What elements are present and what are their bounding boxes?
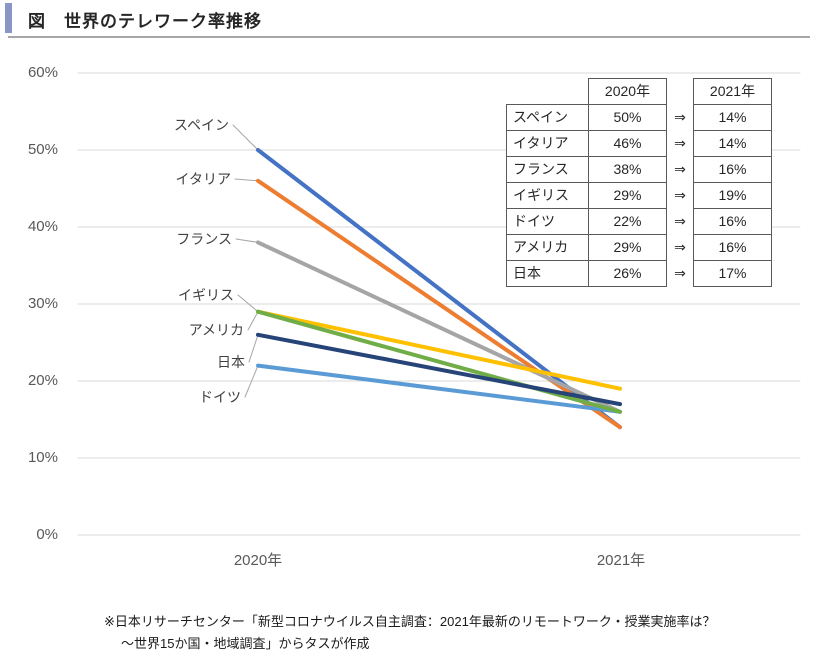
telework-rate-line-chart [77,72,801,536]
leader-line-uk [237,294,259,313]
y-axis-tick-40%: 40% [27,218,58,235]
value-2020-cell: 46% [588,130,667,157]
country-cell: アメリカ [506,234,589,261]
leader-line-usa [247,311,259,331]
title-accent-bar [5,3,12,33]
series-line-france [256,240,622,414]
series-line-usa [256,309,622,414]
series-label-italy: イタリア [175,171,231,187]
y-axis-tick-0%: 0% [36,526,58,543]
value-2021-cell: 14% [693,104,772,131]
value-2021-cell: 14% [693,130,772,157]
value-2020-cell: 26% [588,260,667,287]
arrow-icon: ⇒ [674,239,686,255]
series-line-italy [256,178,622,430]
x-axis-label-2020: 2020年 [233,552,283,569]
arrow-icon: ⇒ [674,109,686,125]
table-corner-cell [507,79,589,105]
value-2021-cell: 19% [693,182,772,209]
table-header-2020: 2020年 [588,78,667,105]
value-2021-cell: 16% [693,208,772,235]
table-row-spain: スペイン 50% ⇒ 14% [506,104,772,131]
table-row-japan: 日本 26% ⇒ 17% [506,260,772,287]
table-row-italy: イタリア 46% ⇒ 14% [506,130,772,157]
x-axis-label-2021: 2021年 [596,552,646,569]
series-label-japan: 日本 [217,354,245,370]
country-cell: 日本 [506,260,589,287]
arrow-icon: ⇒ [674,213,686,229]
y-axis-tick-30%: 30% [27,295,58,312]
y-axis-tick-20%: 20% [27,372,58,389]
series-line-spain [256,148,622,430]
series-label-uk: イギリス [178,287,234,303]
leader-line-japan [248,334,259,363]
country-cell: イギリス [506,182,589,209]
value-2020-cell: 22% [588,208,667,235]
value-2020-cell: 50% [588,104,667,131]
table-row-usa: アメリカ 29% ⇒ 16% [506,234,772,261]
series-label-france: フランス [176,231,232,247]
leader-line-france [235,238,259,243]
leader-line-spain [232,124,259,151]
y-axis-tick-10%: 10% [27,449,58,466]
table-header-2021: 2021年 [693,78,772,105]
series-line-uk [256,309,622,391]
series-label-usa: アメリカ [188,322,244,338]
arrow-icon: ⇒ [674,265,686,281]
value-2020-cell: 38% [588,156,667,183]
country-cell: イタリア [506,130,589,157]
title-divider [8,36,810,38]
value-2020-cell: 29% [588,234,667,261]
value-2021-cell: 16% [693,234,772,261]
arrow-icon: ⇒ [674,135,686,151]
table-header-arrow-gap [667,79,694,105]
country-cell: ドイツ [506,208,589,235]
country-rate-table: 2020年 2021年 スペイン 50% ⇒ 14% イタリア 46% ⇒ 14… [506,78,772,287]
series-label-germany: ドイツ [199,389,241,405]
y-axis-tick-60%: 60% [27,64,58,81]
series-label-spain: スペイン [173,117,229,133]
figure-title: 図 世界のテレワーク率推移 [28,12,262,31]
value-2020-cell: 29% [588,182,667,209]
table-row-germany: ドイツ 22% ⇒ 16% [506,208,772,235]
arrow-icon: ⇒ [674,187,686,203]
leader-line-germany [244,365,259,398]
table-row-france: フランス 38% ⇒ 16% [506,156,772,183]
source-footnote-line1: ※日本リサーチセンター「新型コロナウイルス自主調査：2021年最新のリモートワー… [104,614,716,629]
value-2021-cell: 17% [693,260,772,287]
value-2021-cell: 16% [693,156,772,183]
series-line-germany [256,363,622,414]
leader-line-italy [234,178,259,182]
table-row-uk: イギリス 29% ⇒ 19% [506,182,772,209]
series-line-japan [256,332,622,407]
source-footnote-line2: ～世界15か国・地域調査」からタスが作成 [121,636,370,651]
y-axis-tick-50%: 50% [27,141,58,158]
country-cell: スペイン [506,104,589,131]
table-header-row: 2020年 2021年 [507,78,772,105]
country-cell: フランス [506,156,589,183]
arrow-icon: ⇒ [674,161,686,177]
